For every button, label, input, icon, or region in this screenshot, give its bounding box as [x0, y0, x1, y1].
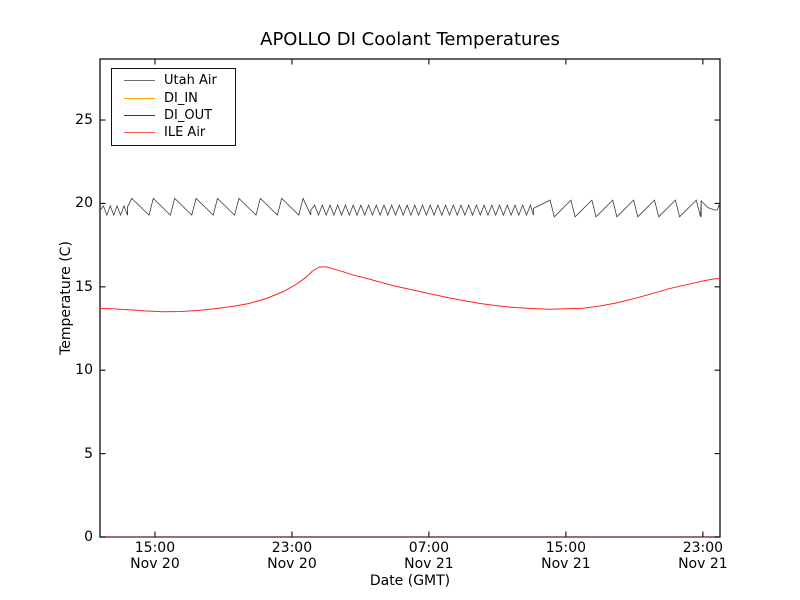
x-axis-label: Date (GMT) — [369, 573, 451, 589]
series-line-ile-air — [99, 266, 721, 313]
series-line-utah-air — [99, 197, 721, 218]
y-tick-label-10: 10 — [75, 362, 93, 379]
legend-entry-di-in: DI_IN — [112, 89, 235, 106]
x-tick-label-1500-nov-21: 15:00 Nov 21 — [521, 540, 611, 572]
legend-line-sample — [124, 80, 155, 82]
y-tick-label-25: 25 — [75, 112, 93, 129]
legend-label: ILE Air — [164, 125, 206, 141]
x-tick-time: 23:00 — [682, 540, 724, 556]
x-tick-label-0700-nov-21: 07:00 Nov 21 — [384, 540, 474, 572]
legend-line-sample — [124, 132, 155, 134]
chart-title: APOLLO DI Coolant Temperatures — [260, 29, 560, 50]
x-tick-time: 07:00 — [408, 540, 450, 556]
x-tick-date: Nov 21 — [678, 555, 728, 572]
x-tick-date: Nov 20 — [267, 555, 317, 572]
legend-entry-utah-air: Utah Air — [112, 72, 235, 89]
x-tick-date: Nov 20 — [130, 555, 180, 572]
legend-label: DI_IN — [164, 90, 198, 106]
y-tick-label-0: 0 — [84, 529, 93, 545]
x-tick-label-2300-nov-20: 23:00 Nov 20 — [247, 540, 337, 572]
x-tick-time: 23:00 — [271, 540, 313, 556]
legend-line-sample — [124, 97, 155, 99]
x-tick-label-2300-nov-21: 23:00 Nov 21 — [658, 540, 748, 572]
legend-line-sample — [124, 114, 155, 116]
y-tick-label-20: 20 — [75, 195, 93, 212]
x-tick-date: Nov 21 — [404, 555, 454, 572]
x-tick-time: 15:00 — [545, 540, 587, 556]
x-tick-date: Nov 21 — [541, 555, 591, 572]
legend: Utah Air DI_IN DI_OUT ILE Air — [111, 68, 236, 146]
y-axis-label: Temperature (C) — [58, 241, 74, 355]
x-tick-time: 15:00 — [134, 540, 176, 556]
legend-entry-ile-air: ILE Air — [112, 124, 235, 141]
legend-label: DI_OUT — [164, 107, 213, 123]
legend-entry-di-out: DI_OUT — [112, 107, 235, 124]
y-tick-label-15: 15 — [75, 278, 93, 295]
x-tick-label-1500-nov-20: 15:00 Nov 20 — [110, 540, 200, 572]
y-tick-label-5: 5 — [84, 445, 93, 462]
legend-label: Utah Air — [164, 73, 217, 89]
